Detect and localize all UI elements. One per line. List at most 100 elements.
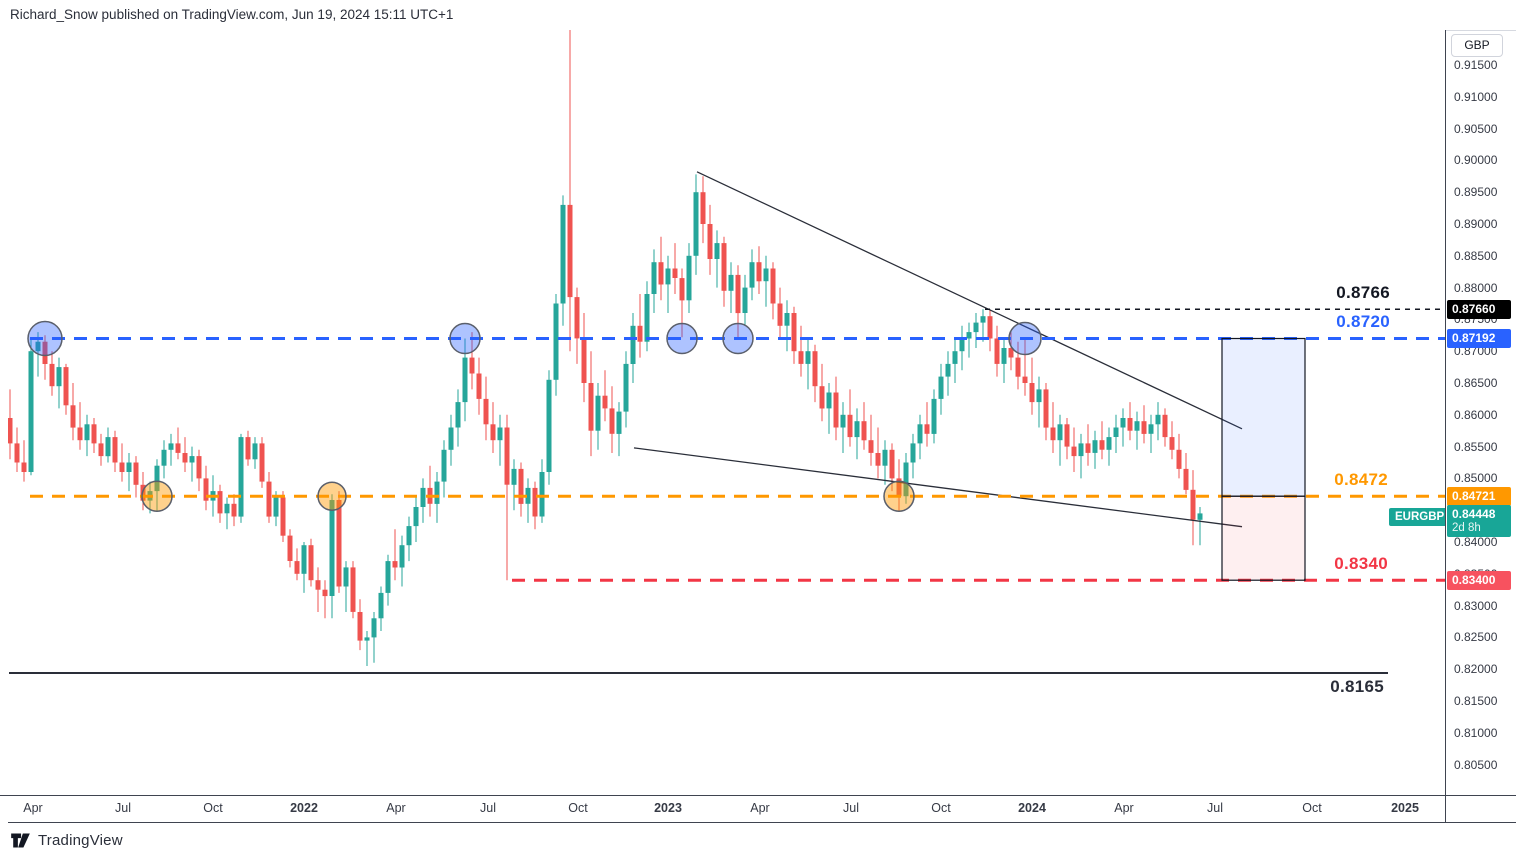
candle xyxy=(1169,421,1175,460)
candle-body xyxy=(1176,449,1182,469)
candle xyxy=(427,465,433,517)
candle-body xyxy=(203,478,209,501)
candle-body xyxy=(812,351,818,387)
candle xyxy=(371,612,377,663)
blue-level-touch-marker[interactable] xyxy=(722,322,754,355)
candle-body xyxy=(875,453,881,466)
candle xyxy=(469,332,475,390)
time-axis[interactable]: Apr Jul Oct 2022 Apr Jul Oct 2023 Apr Jul Oct 2024 A… xyxy=(8,796,1445,822)
candle xyxy=(840,402,846,453)
candle xyxy=(1141,405,1147,444)
candle-body xyxy=(749,262,755,288)
time-tick-label: Oct xyxy=(931,801,951,815)
time-tick-label: Jul xyxy=(480,801,496,815)
orange-level-touch-marker[interactable] xyxy=(317,481,347,511)
candle-body xyxy=(14,443,20,463)
candle-body xyxy=(252,443,258,460)
candle xyxy=(182,437,188,472)
candlestick-chart[interactable] xyxy=(8,30,1445,795)
candle xyxy=(658,236,664,301)
candle xyxy=(826,383,832,434)
candles-series xyxy=(8,30,1203,666)
candle xyxy=(1197,507,1203,546)
candle-body xyxy=(889,449,895,479)
candle-body xyxy=(231,503,237,517)
candle xyxy=(854,408,860,460)
candle-body xyxy=(1043,389,1049,428)
candle xyxy=(217,484,223,523)
candle xyxy=(126,453,132,492)
blue-level-touch-marker[interactable] xyxy=(1008,321,1042,356)
price-tick-label: 0.83000 xyxy=(1454,598,1498,613)
candle xyxy=(1134,411,1140,450)
orange-level-touch-marker[interactable] xyxy=(141,480,173,512)
candle xyxy=(1127,402,1133,441)
attribution-text: Richard_Snow published on TradingView.co… xyxy=(10,7,454,22)
candle-body xyxy=(546,379,552,472)
candle xyxy=(56,357,62,409)
candle xyxy=(63,363,69,415)
candle-body xyxy=(791,313,797,352)
candle-body xyxy=(539,472,545,517)
candle-body xyxy=(315,580,321,590)
candle-body xyxy=(490,424,496,441)
chart-plot[interactable] xyxy=(8,30,1445,795)
candle xyxy=(280,491,286,542)
candle xyxy=(42,335,48,380)
orange-level-touch-marker[interactable] xyxy=(883,480,915,512)
descending-trendline[interactable] xyxy=(696,171,1243,430)
candle-body xyxy=(266,481,272,517)
candle-body xyxy=(1029,383,1035,403)
candle-body xyxy=(112,437,118,463)
candle-body xyxy=(847,414,853,438)
candle-body xyxy=(343,567,349,587)
candle xyxy=(553,294,559,396)
candle-body xyxy=(1015,357,1021,377)
candle-body xyxy=(525,487,531,504)
candle-body xyxy=(1008,348,1014,358)
candle-body xyxy=(560,204,566,304)
candle-body xyxy=(294,561,300,574)
candle-body xyxy=(770,268,776,304)
candle-body xyxy=(987,316,993,339)
candle xyxy=(413,497,419,542)
projection-zone[interactable] xyxy=(1221,495,1306,581)
bottom-border xyxy=(8,822,1516,823)
candle xyxy=(406,516,412,562)
price-axis-tag: 0.84721 xyxy=(1447,486,1511,506)
blue-level-touch-marker[interactable] xyxy=(27,320,63,357)
candle xyxy=(322,580,328,619)
candle-body xyxy=(245,437,251,460)
blue-level-touch-marker[interactable] xyxy=(449,322,481,355)
candle xyxy=(1162,408,1168,447)
candle-body xyxy=(182,453,188,463)
candle xyxy=(28,338,34,476)
candle-body xyxy=(280,497,286,536)
projection-zone[interactable] xyxy=(1221,337,1306,497)
candle xyxy=(1155,402,1161,441)
tradingview-logo-icon[interactable] xyxy=(10,832,31,849)
descending-trendline[interactable] xyxy=(633,447,1243,528)
candle-body xyxy=(483,398,489,425)
candle-body xyxy=(63,367,69,406)
candle xyxy=(714,230,720,288)
price-tick-label: 0.82500 xyxy=(1454,630,1498,645)
candle-body xyxy=(798,351,804,364)
candle-body xyxy=(98,443,104,457)
candle xyxy=(707,204,713,275)
candle xyxy=(952,338,958,383)
candle xyxy=(476,357,482,415)
candle xyxy=(644,281,650,352)
candle-body xyxy=(357,612,363,641)
candle xyxy=(987,309,993,352)
candle xyxy=(84,414,90,457)
price-axis[interactable]: GBP 0.91500 0.91000 0.90500 0.90000 0.89500 0… xyxy=(1446,31,1516,822)
candle xyxy=(1099,421,1105,460)
candle-body xyxy=(1022,376,1028,383)
candle-body xyxy=(931,398,937,434)
currency-toggle-button[interactable]: GBP xyxy=(1451,34,1503,57)
candle-body xyxy=(308,545,314,581)
blue-level-touch-marker[interactable] xyxy=(666,322,698,355)
candle-body xyxy=(378,592,384,619)
